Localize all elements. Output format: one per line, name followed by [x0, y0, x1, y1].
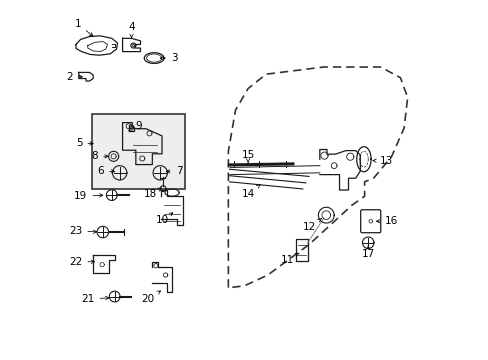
- Text: 18: 18: [143, 188, 162, 199]
- Text: 21: 21: [81, 294, 109, 304]
- Text: 22: 22: [69, 257, 94, 267]
- Text: 1: 1: [75, 19, 93, 36]
- FancyBboxPatch shape: [92, 114, 185, 189]
- Text: 11: 11: [280, 253, 299, 265]
- Text: 19: 19: [74, 191, 102, 201]
- Text: 17: 17: [361, 246, 374, 258]
- Text: 8: 8: [91, 151, 108, 161]
- Text: 10: 10: [155, 213, 172, 225]
- Text: 14: 14: [242, 185, 260, 199]
- Text: 4: 4: [128, 22, 135, 37]
- Text: 12: 12: [303, 219, 321, 232]
- Text: 2: 2: [66, 72, 82, 82]
- Text: 9: 9: [128, 121, 142, 131]
- Text: 7: 7: [166, 166, 182, 176]
- Text: 15: 15: [241, 150, 254, 163]
- Text: 3: 3: [160, 53, 177, 63]
- Text: 20: 20: [141, 291, 160, 304]
- Text: 5: 5: [76, 139, 93, 148]
- Text: 13: 13: [372, 156, 392, 166]
- Text: 23: 23: [69, 226, 97, 236]
- Text: 6: 6: [97, 166, 114, 176]
- Text: 16: 16: [376, 216, 398, 226]
